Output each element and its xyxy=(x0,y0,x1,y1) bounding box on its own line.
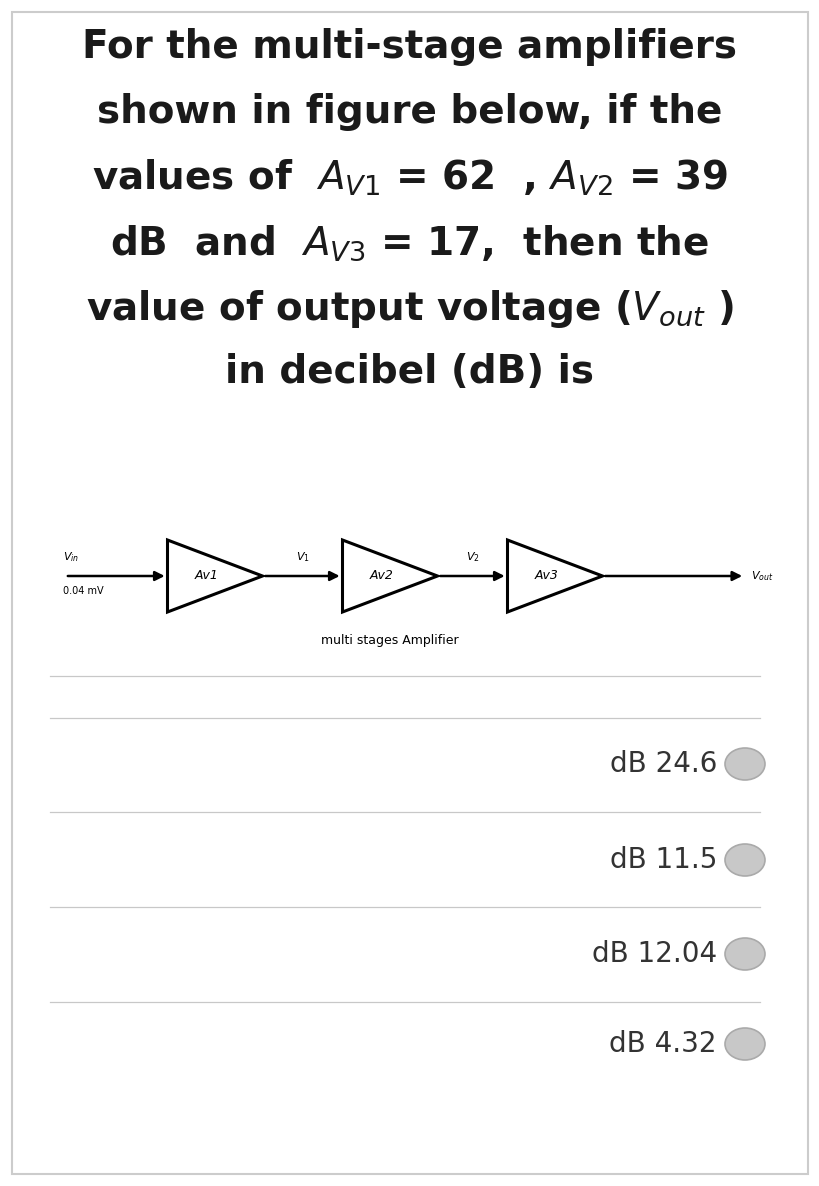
Ellipse shape xyxy=(724,748,764,780)
Text: value of output voltage ($V_{out}$ ): value of output voltage ($V_{out}$ ) xyxy=(86,288,733,330)
Text: shown in figure below, if the: shown in figure below, if the xyxy=(97,93,722,130)
Ellipse shape xyxy=(724,938,764,970)
Text: in decibel (dB) is: in decibel (dB) is xyxy=(225,353,594,391)
Text: For the multi-stage amplifiers: For the multi-stage amplifiers xyxy=(83,28,736,66)
Text: dB 4.32: dB 4.32 xyxy=(609,1029,716,1058)
Text: Av3: Av3 xyxy=(535,569,559,582)
Text: 0.04 mV: 0.04 mV xyxy=(63,586,103,597)
Text: $V_{in}$: $V_{in}$ xyxy=(63,550,79,565)
Text: $V_1$: $V_1$ xyxy=(295,550,309,565)
Ellipse shape xyxy=(724,844,764,876)
Text: $V_{out}$: $V_{out}$ xyxy=(750,569,772,582)
Text: dB  and  $A_{V3}$ = 17,  then the: dB and $A_{V3}$ = 17, then the xyxy=(111,223,708,262)
FancyBboxPatch shape xyxy=(12,12,807,1174)
Text: Av2: Av2 xyxy=(369,569,393,582)
Ellipse shape xyxy=(724,1028,764,1060)
Text: dB 12.04: dB 12.04 xyxy=(591,940,716,968)
Text: dB 24.6: dB 24.6 xyxy=(609,750,716,778)
Text: $V_2$: $V_2$ xyxy=(465,550,479,565)
Text: multi stages Amplifier: multi stages Amplifier xyxy=(321,635,459,648)
Text: values of  $A_{V1}$ = 62  , $A_{V2}$ = 39: values of $A_{V1}$ = 62 , $A_{V2}$ = 39 xyxy=(92,158,727,198)
Text: Av1: Av1 xyxy=(195,569,219,582)
Text: dB 11.5: dB 11.5 xyxy=(609,846,716,874)
